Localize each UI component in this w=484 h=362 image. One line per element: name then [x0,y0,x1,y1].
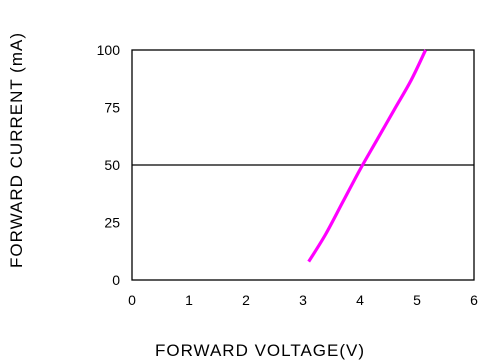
y-tick-label: 25 [104,215,120,231]
series-layer [307,49,428,263]
series-line-0 [307,49,428,263]
x-tick-label: 2 [242,292,250,308]
x-tick-label: 6 [470,292,478,308]
x-tick-label: 1 [185,292,193,308]
x-tick-labels: 0 1 2 3 4 5 6 [128,292,478,308]
y-tick-label: 50 [104,157,120,173]
y-tick-label: 100 [97,42,121,58]
x-tick-label: 5 [413,292,421,308]
y-tick-label: 0 [112,272,120,288]
x-tick-label: 4 [356,292,364,308]
y-tick-label: 75 [104,100,120,116]
x-tick-label: 0 [128,292,136,308]
x-tick-label: 3 [299,292,307,308]
x-axis-title: FORWARD VOLTAGE(V) [155,341,365,360]
y-tick-labels: 0 25 50 75 100 [97,42,121,288]
y-axis-title: FORWARD CURRENT (mA) [7,32,26,268]
